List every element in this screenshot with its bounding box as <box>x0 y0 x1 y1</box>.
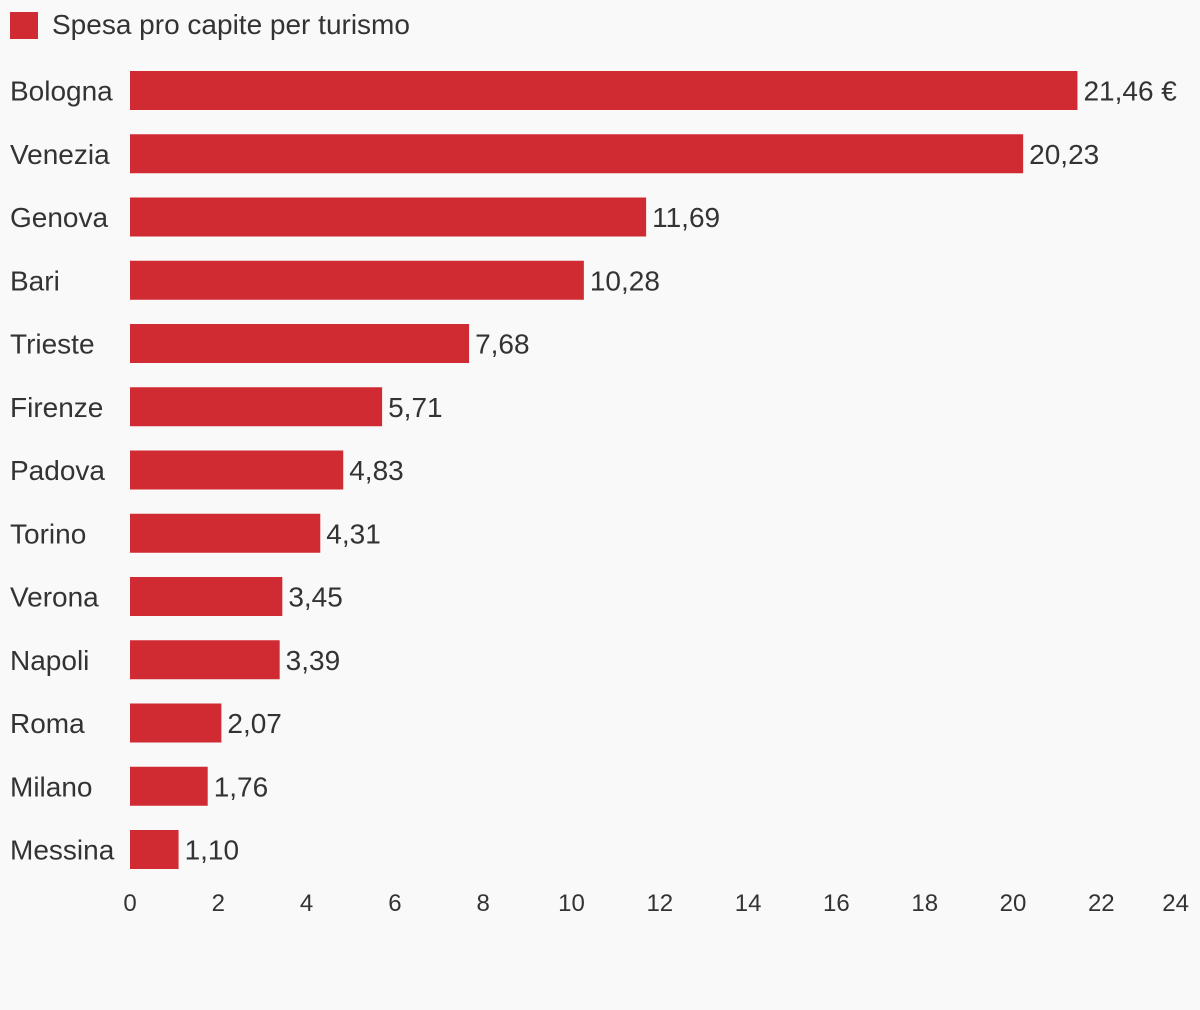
value-label: 7,68 <box>475 329 530 360</box>
bar <box>130 450 344 490</box>
x-tick-label: 22 <box>1088 890 1115 917</box>
bar <box>130 640 280 680</box>
category-label: Venezia <box>10 139 110 170</box>
bar <box>130 513 321 553</box>
value-label: 3,45 <box>288 582 343 613</box>
x-tick-label: 16 <box>823 890 850 917</box>
category-label: Padova <box>10 455 105 486</box>
value-label: 20,23 <box>1029 139 1099 170</box>
category-label: Trieste <box>10 329 95 360</box>
value-label: 4,83 <box>349 455 404 486</box>
value-label: 3,39 <box>286 645 341 676</box>
category-label: Roma <box>10 708 85 739</box>
x-tick-label: 8 <box>477 890 490 917</box>
bar <box>130 703 222 743</box>
value-label: 1,10 <box>185 835 240 866</box>
category-label: Bari <box>10 265 60 296</box>
bar <box>130 324 470 363</box>
x-tick-label: 10 <box>558 890 585 917</box>
bar <box>130 387 383 427</box>
bar <box>130 197 647 237</box>
value-label: 4,31 <box>326 518 381 549</box>
bar <box>130 577 283 616</box>
bar <box>130 260 584 300</box>
value-label: 10,28 <box>590 265 660 296</box>
bar <box>130 71 1078 110</box>
legend-swatch <box>10 11 38 39</box>
value-label: 2,07 <box>227 708 282 739</box>
category-label: Milano <box>10 771 92 802</box>
category-label: Firenze <box>10 392 103 423</box>
bar <box>130 830 179 869</box>
category-label: Messina <box>10 835 115 866</box>
value-label: 11,69 <box>652 202 720 233</box>
x-tick-label: 0 <box>123 890 136 917</box>
category-label: Verona <box>10 582 99 613</box>
x-tick-label: 18 <box>911 890 938 917</box>
category-label: Torino <box>10 518 86 549</box>
x-tick-label: 2 <box>212 890 225 917</box>
x-tick-label: 12 <box>646 890 673 917</box>
legend: Spesa pro capite per turismo <box>10 10 410 40</box>
bar <box>130 134 1024 174</box>
bar <box>130 766 208 806</box>
value-label: 21,46 € <box>1083 76 1177 107</box>
x-tick-label: 6 <box>388 890 401 917</box>
value-label: 1,76 <box>214 771 268 802</box>
category-label: Genova <box>10 202 108 233</box>
x-tick-label: 24 <box>1162 890 1189 917</box>
x-tick-label: 20 <box>1000 890 1027 917</box>
category-label: Napoli <box>10 645 89 676</box>
x-tick-label: 14 <box>735 890 762 917</box>
category-label: Bologna <box>10 76 113 107</box>
x-tick-label: 4 <box>300 890 313 917</box>
value-label: 5,71 <box>388 392 443 423</box>
legend-label: Spesa pro capite per turismo <box>52 9 410 40</box>
